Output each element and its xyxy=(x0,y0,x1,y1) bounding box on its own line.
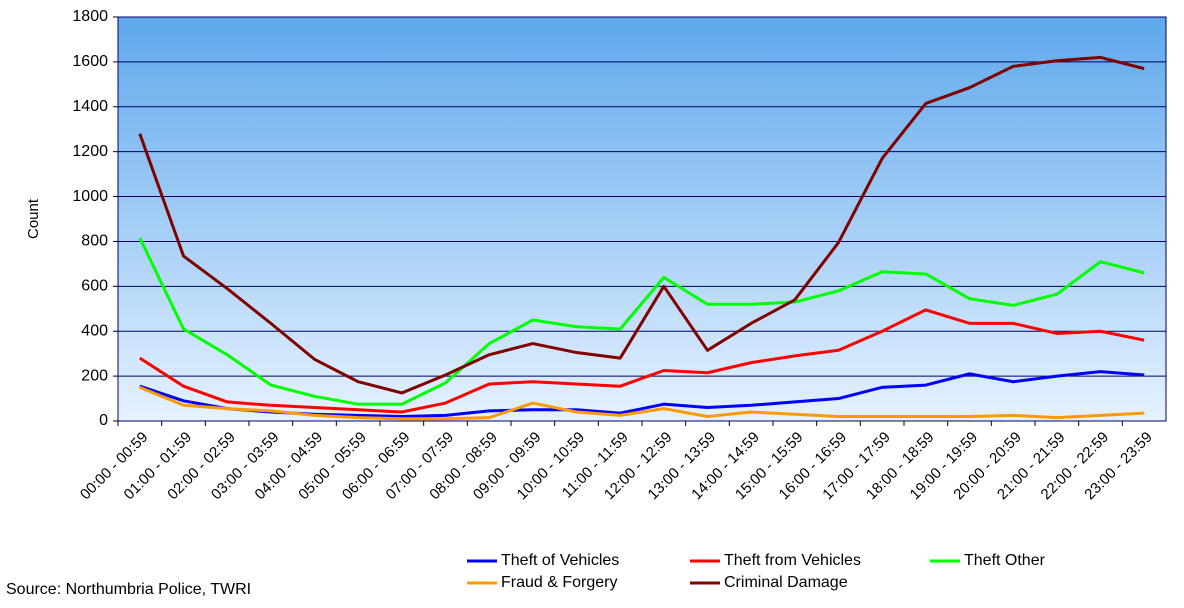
plot-area xyxy=(118,17,1166,421)
y-tick-label: 800 xyxy=(81,233,108,250)
y-tick-label: 1400 xyxy=(72,98,108,115)
legend-label: Theft of Vehicles xyxy=(501,552,619,569)
y-tick-label: 1800 xyxy=(72,8,108,25)
legend-label: Theft from Vehicles xyxy=(724,552,861,569)
y-tick-label: 200 xyxy=(81,367,108,384)
series-line xyxy=(138,55,1145,395)
series-line xyxy=(138,237,1145,406)
series-line xyxy=(139,385,1145,421)
legend-label: Theft Other xyxy=(964,552,1046,569)
y-axis-label: Count xyxy=(25,198,42,239)
y-tick-label: 400 xyxy=(81,322,108,339)
y-tick-label: 1000 xyxy=(72,188,108,205)
source: Source: Northumbria Police, TWRI xyxy=(6,581,251,598)
y-tick-label: 600 xyxy=(81,278,108,295)
series-line xyxy=(139,308,1145,414)
y-tick-label: 1200 xyxy=(72,143,108,160)
y-tick-label: 1600 xyxy=(72,53,108,70)
y-tick-label: 0 xyxy=(99,412,108,429)
legend-label: Criminal Damage xyxy=(724,574,848,591)
legend-label: Fraud & Forgery xyxy=(501,574,617,591)
